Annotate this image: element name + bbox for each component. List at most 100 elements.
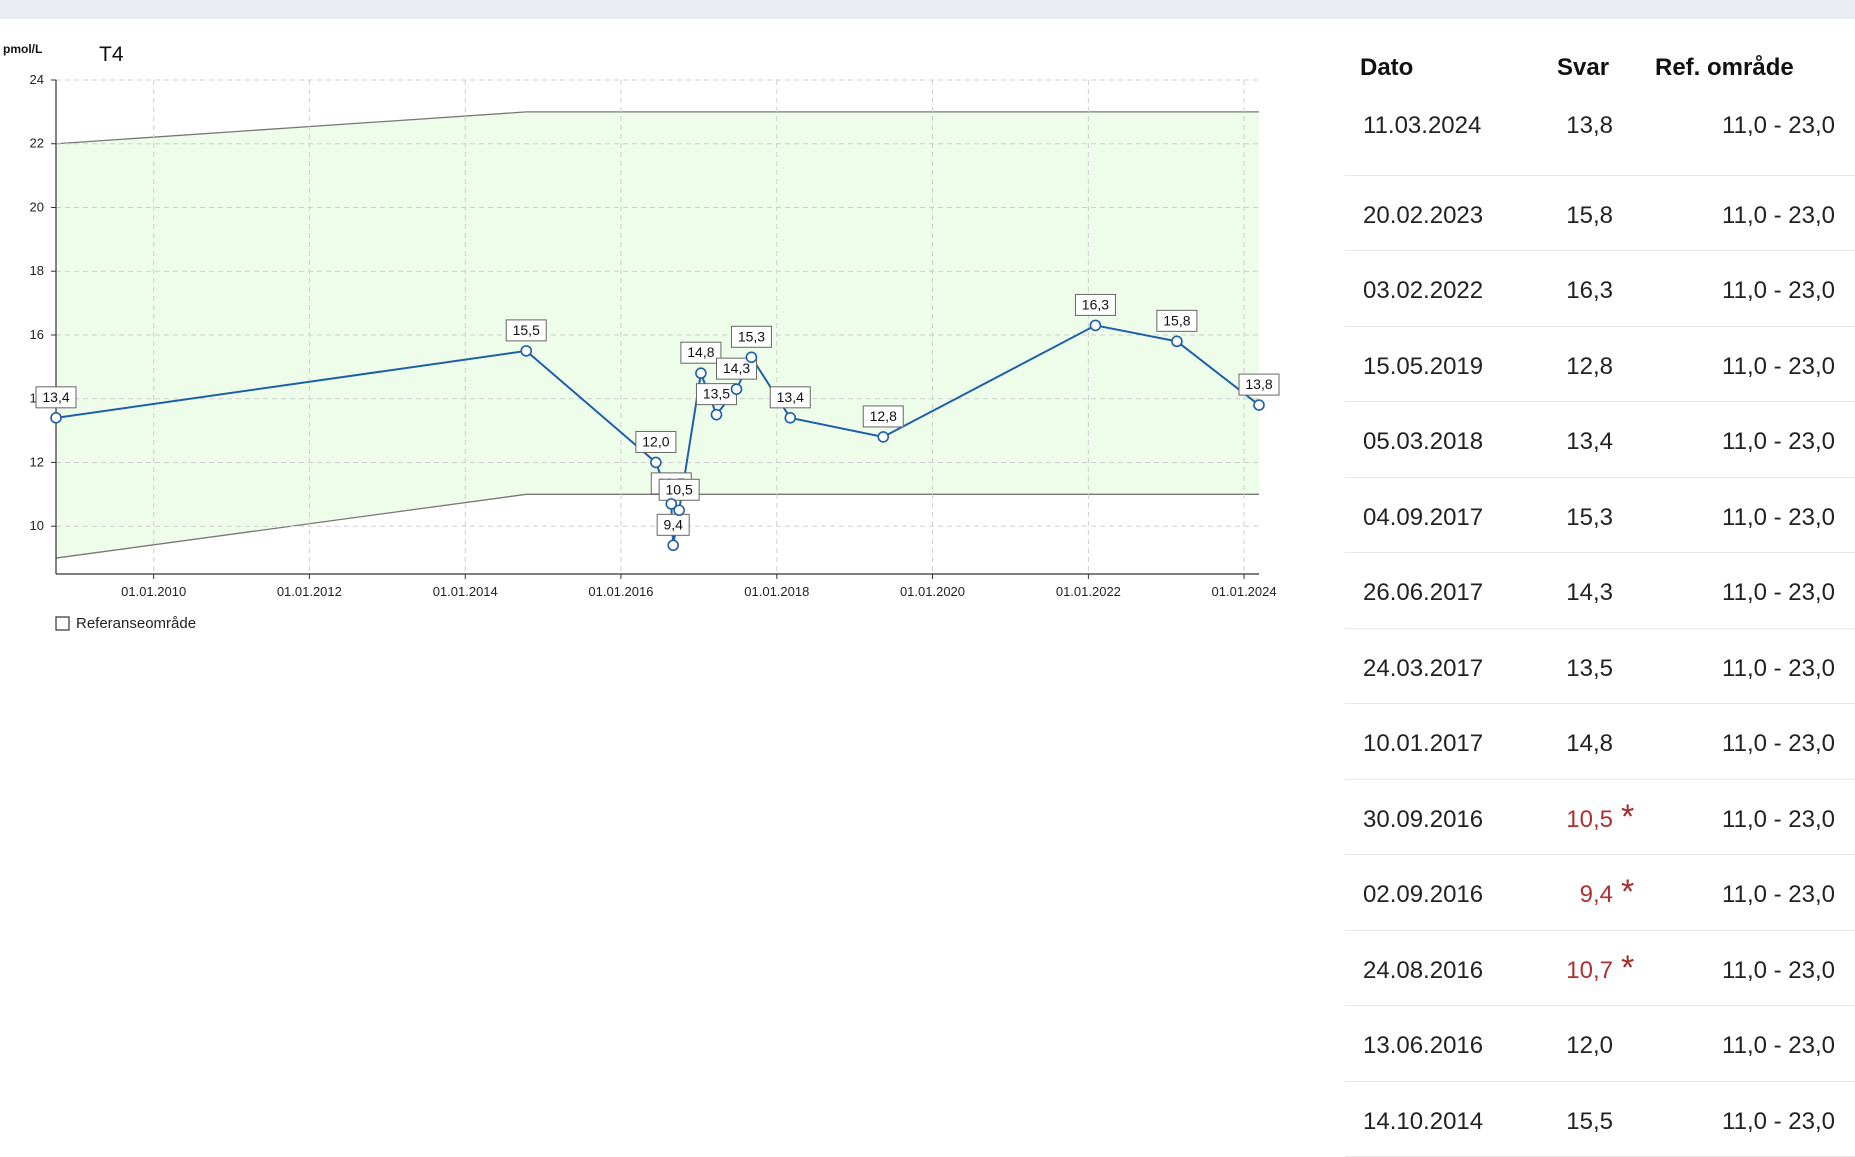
data-label: 15,3 <box>731 326 771 347</box>
row-date: 04.09.2017 <box>1363 504 1483 532</box>
row-ref-range: 11,0 - 23,0 <box>1722 277 1835 305</box>
data-label-text: 16,3 <box>1082 296 1109 312</box>
row-value: 12,8 <box>1566 353 1613 381</box>
y-tick-label: 12 <box>30 454 44 469</box>
row-date: 02.09.2016 <box>1363 881 1483 909</box>
table-row: 14.10.2014 15,5 11,0 - 23,0 <box>1345 1082 1855 1157</box>
data-label: 12,8 <box>863 406 903 427</box>
table-row: 02.09.2016 9,4 * 11,0 - 23,0 <box>1345 855 1855 931</box>
row-date: 13.06.2016 <box>1363 1032 1483 1060</box>
row-value: 14,3 <box>1566 579 1613 607</box>
data-label-text: 13,4 <box>777 389 804 405</box>
data-label: 13,5 <box>696 384 736 405</box>
data-point <box>1090 320 1100 330</box>
row-date: 24.08.2016 <box>1363 957 1483 985</box>
row-value: 15,8 <box>1566 202 1613 230</box>
data-label: 15,8 <box>1157 310 1197 331</box>
row-ref-range: 11,0 - 23,0 <box>1722 881 1835 909</box>
row-ref-range: 11,0 - 23,0 <box>1722 730 1835 758</box>
table-row: 20.02.2023 15,8 11,0 - 23,0 <box>1345 176 1855 252</box>
x-tick-label: 01.01.2020 <box>900 584 965 599</box>
table-header: Dato Svar Ref. område <box>1345 40 1855 100</box>
data-label: 12,0 <box>636 431 676 452</box>
row-value: 12,0 <box>1566 1032 1613 1060</box>
top-bar <box>0 0 1855 19</box>
data-point <box>674 505 684 515</box>
row-date: 10.01.2017 <box>1363 730 1483 758</box>
header-value: Svar <box>1557 54 1609 82</box>
data-label: 16,3 <box>1075 294 1115 315</box>
chart-svg: 101214161820222401.01.201001.01.201201.0… <box>0 40 1290 640</box>
legend-reference-range[interactable]: Referanseområde <box>56 615 196 632</box>
row-date: 15.05.2019 <box>1363 353 1483 381</box>
data-label-text: 12,0 <box>642 433 669 449</box>
data-point <box>746 352 756 362</box>
abnormal-flag: * <box>1621 798 1634 837</box>
data-point <box>51 413 61 423</box>
data-label-text: 15,3 <box>738 328 765 344</box>
row-ref-range: 11,0 - 23,0 <box>1722 1108 1835 1136</box>
legend-checkbox[interactable] <box>56 617 69 630</box>
table-row: 15.05.2019 12,8 11,0 - 23,0 <box>1345 327 1855 403</box>
row-ref-range: 11,0 - 23,0 <box>1722 112 1835 140</box>
data-label-text: 15,8 <box>1163 312 1190 328</box>
row-ref-range: 11,0 - 23,0 <box>1722 579 1835 607</box>
x-tick-label: 01.01.2022 <box>1056 584 1121 599</box>
table-row: 24.08.2016 10,7 * 11,0 - 23,0 <box>1345 931 1855 1007</box>
table-row: 26.06.2017 14,3 11,0 - 23,0 <box>1345 553 1855 629</box>
data-label-text: 15,5 <box>513 322 540 338</box>
row-date: 30.09.2016 <box>1363 806 1483 834</box>
row-date: 26.06.2017 <box>1363 579 1483 607</box>
x-tick-label: 01.01.2018 <box>744 584 809 599</box>
data-point <box>521 346 531 356</box>
row-value: 9,4 <box>1580 881 1613 909</box>
data-label: 15,5 <box>506 320 546 341</box>
header-ref-range: Ref. område <box>1655 54 1794 82</box>
data-label: 13,8 <box>1239 374 1279 395</box>
row-ref-range: 11,0 - 23,0 <box>1722 353 1835 381</box>
data-label: 13,4 <box>36 387 76 408</box>
data-label-text: 13,4 <box>42 389 69 405</box>
y-tick-label: 10 <box>30 518 44 533</box>
data-point <box>732 384 742 394</box>
abnormal-flag: * <box>1621 949 1634 988</box>
y-tick-label: 24 <box>30 72 44 87</box>
y-tick-label: 22 <box>30 136 44 151</box>
data-label-text: 14,3 <box>723 360 750 376</box>
data-point <box>651 457 661 467</box>
row-ref-range: 11,0 - 23,0 <box>1722 655 1835 683</box>
row-value: 15,5 <box>1566 1108 1613 1136</box>
data-label: 9,4 <box>657 514 689 535</box>
data-label: 13,4 <box>770 387 810 408</box>
chart-title: T4 <box>99 43 124 66</box>
row-value: 13,4 <box>1566 428 1613 456</box>
data-label-text: 12,8 <box>870 408 897 424</box>
row-value: 16,3 <box>1566 277 1613 305</box>
data-point <box>668 540 678 550</box>
table-row: 13.06.2016 12,0 11,0 - 23,0 <box>1345 1006 1855 1082</box>
y-unit-label: pmol/L <box>3 42 42 56</box>
data-point <box>711 410 721 420</box>
row-ref-range: 11,0 - 23,0 <box>1722 202 1835 230</box>
x-tick-label: 01.01.2016 <box>588 584 653 599</box>
data-label: 14,8 <box>681 342 721 363</box>
row-date: 20.02.2023 <box>1363 202 1483 230</box>
row-date: 14.10.2014 <box>1363 1108 1483 1136</box>
row-date: 05.03.2018 <box>1363 428 1483 456</box>
row-date: 24.03.2017 <box>1363 655 1483 683</box>
row-value: 13,8 <box>1566 112 1613 140</box>
data-label-text: 13,8 <box>1245 376 1272 392</box>
abnormal-flag: * <box>1621 873 1634 912</box>
data-point <box>785 413 795 423</box>
t4-chart: 101214161820222401.01.201001.01.201201.0… <box>0 40 1290 640</box>
row-ref-range: 11,0 - 23,0 <box>1722 957 1835 985</box>
row-value: 10,7 <box>1566 957 1613 985</box>
row-ref-range: 11,0 - 23,0 <box>1722 1032 1835 1060</box>
x-tick-label: 01.01.2012 <box>277 584 342 599</box>
